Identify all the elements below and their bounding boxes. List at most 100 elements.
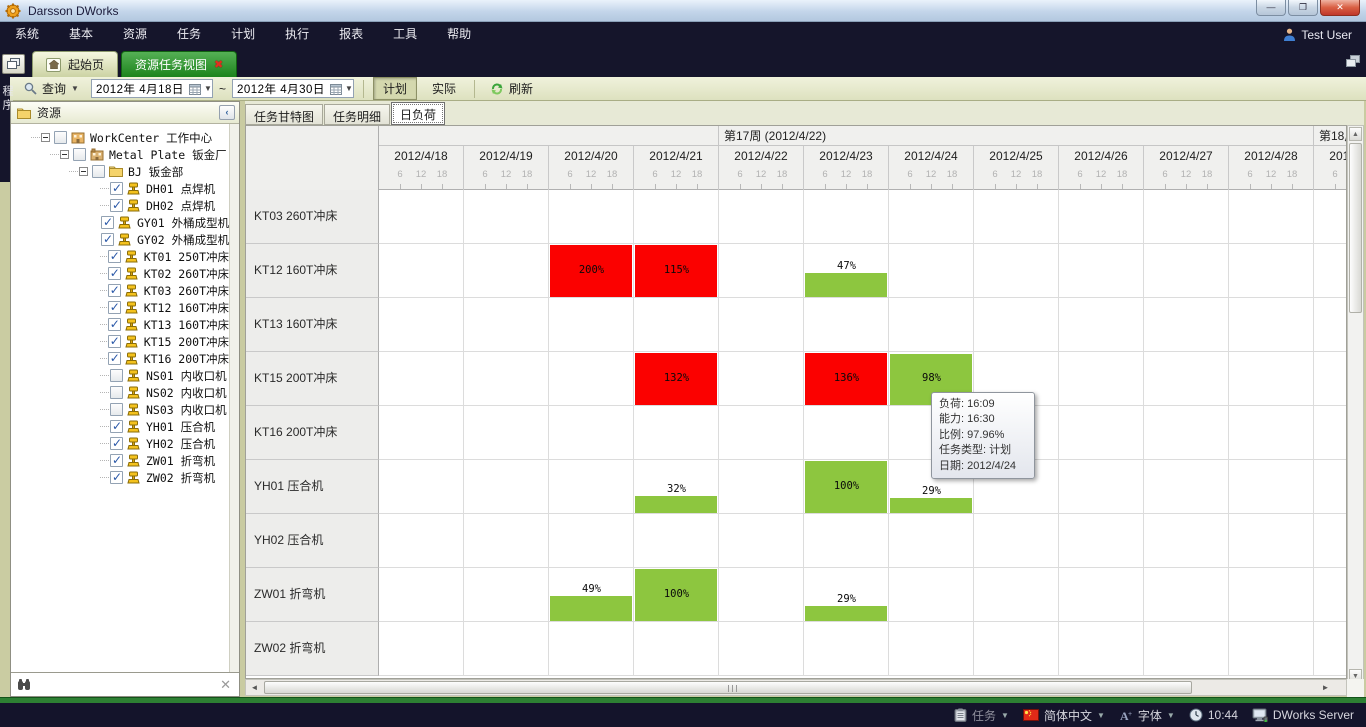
tree-node[interactable]: KT13 160T冲床: [11, 316, 229, 333]
query-button[interactable]: 查询 ▼: [18, 78, 85, 99]
tree-node[interactable]: GY01 外桶成型机: [11, 214, 229, 231]
tree-checkbox[interactable]: [110, 403, 123, 416]
tab-resource-task-view[interactable]: 资源任务视图 ✖: [121, 51, 238, 77]
tree-node[interactable]: BJ 钣金部: [11, 163, 229, 180]
view-tab-2[interactable]: 日负荷: [391, 102, 446, 125]
horizontal-scrollbar[interactable]: ◄ ►: [245, 679, 1347, 696]
tree-checkbox[interactable]: [107, 266, 121, 280]
actual-toggle-button[interactable]: 实际: [431, 82, 456, 96]
clear-search-icon[interactable]: ✕: [220, 676, 231, 692]
date-from-field[interactable]: 2012年 4月18日 ▼: [90, 79, 213, 98]
tree-checkbox[interactable]: [107, 317, 121, 331]
tree-checkbox[interactable]: [101, 215, 114, 229]
vertical-scrollbar[interactable]: ▲ ▼: [1347, 125, 1364, 685]
tree-node[interactable]: Metal Plate 钣金厂: [11, 146, 229, 163]
date-to-dropdown-icon[interactable]: ▼: [345, 84, 353, 93]
tree-checkbox[interactable]: [110, 386, 123, 399]
tree-checkbox[interactable]: [110, 198, 123, 212]
tree-checkbox[interactable]: [92, 165, 105, 178]
view-tab-1[interactable]: 任务明细: [324, 104, 391, 125]
tree-checkbox[interactable]: [110, 369, 123, 382]
tree-node[interactable]: WorkCenter 工作中心: [11, 129, 229, 146]
restore-button[interactable]: ❐: [1288, 0, 1318, 16]
tree-checkbox[interactable]: [73, 148, 86, 161]
load-bar[interactable]: [805, 353, 887, 405]
menu-item[interactable]: 执行: [285, 27, 310, 41]
load-bar[interactable]: [550, 245, 632, 297]
load-cell[interactable]: 100%: [634, 568, 719, 622]
tree-node[interactable]: KT16 200T冲床: [11, 350, 229, 367]
tree-node[interactable]: YH01 压合机: [11, 418, 229, 435]
tree-expander-icon[interactable]: [79, 167, 88, 176]
load-bar[interactable]: [550, 596, 632, 621]
scroll-up-icon[interactable]: ▲: [1349, 127, 1362, 141]
tree-node[interactable]: NS01 内收口机: [11, 367, 229, 384]
tree-checkbox[interactable]: [101, 232, 114, 246]
tree-node[interactable]: KT15 200T冲床: [11, 333, 229, 350]
menu-item[interactable]: 工具: [393, 27, 418, 41]
window-list-button[interactable]: [1346, 55, 1360, 68]
menu-item[interactable]: 报表: [339, 27, 364, 41]
load-bar[interactable]: [805, 606, 887, 621]
vertical-scroll-thumb[interactable]: [1349, 143, 1362, 313]
load-cell[interactable]: 200%: [549, 244, 634, 298]
menu-item[interactable]: 基本: [69, 27, 94, 41]
load-bar[interactable]: [635, 496, 717, 513]
load-bar[interactable]: [635, 353, 717, 405]
load-bar[interactable]: [805, 273, 887, 297]
tree-checkbox[interactable]: [107, 351, 121, 365]
user-indicator[interactable]: Test User: [1283, 22, 1352, 47]
plan-toggle-button[interactable]: 计划: [372, 77, 417, 100]
load-cell[interactable]: 29%: [889, 460, 974, 514]
tree-node[interactable]: DH01 点焊机: [11, 180, 229, 197]
tree-checkbox[interactable]: [107, 283, 121, 297]
tree-node[interactable]: ZW02 折弯机: [11, 469, 229, 486]
load-cell[interactable]: 32%: [634, 460, 719, 514]
tree-checkbox[interactable]: [110, 470, 123, 484]
menu-item[interactable]: 帮助: [447, 27, 472, 41]
tree-expander-icon[interactable]: [60, 150, 69, 159]
tree-expander-icon[interactable]: [41, 133, 50, 142]
status-item-clock[interactable]: 10:44: [1189, 708, 1238, 722]
calendar-icon[interactable]: [189, 83, 202, 95]
load-cell[interactable]: 47%: [804, 244, 889, 298]
panel-pin-button[interactable]: [2, 54, 25, 74]
tree-node[interactable]: NS02 内收口机: [11, 384, 229, 401]
scroll-right-icon[interactable]: ►: [1321, 683, 1330, 692]
tree-checkbox[interactable]: [107, 249, 121, 263]
tree-checkbox[interactable]: [110, 419, 123, 433]
query-dropdown-icon[interactable]: ▼: [71, 84, 79, 93]
tree-node[interactable]: KT01 250T冲床: [11, 248, 229, 265]
load-cell[interactable]: 132%: [634, 352, 719, 406]
load-cell[interactable]: 136%: [804, 352, 889, 406]
dropdown-caret-icon[interactable]: ▼: [1166, 710, 1175, 720]
tree-node[interactable]: YH02 压合机: [11, 435, 229, 452]
tree-checkbox[interactable]: [54, 131, 67, 144]
load-bar[interactable]: [890, 498, 972, 513]
menu-item[interactable]: 资源: [123, 27, 148, 41]
tree-checkbox[interactable]: [110, 436, 123, 450]
menu-item[interactable]: 任务: [177, 27, 202, 41]
load-bar[interactable]: [635, 245, 717, 297]
collapse-panel-button[interactable]: ‹: [219, 105, 235, 120]
horizontal-scroll-thumb[interactable]: [264, 681, 1192, 694]
tree-checkbox[interactable]: [107, 334, 121, 348]
tab-home[interactable]: 起始页: [32, 51, 119, 77]
date-to-field[interactable]: 2012年 4月30日 ▼: [231, 79, 354, 98]
dropdown-caret-icon[interactable]: ▼: [1096, 710, 1105, 720]
load-bar[interactable]: [805, 461, 887, 513]
scroll-left-icon[interactable]: ◄: [250, 683, 259, 692]
status-item-flag[interactable]: 简体中文 ▼: [1022, 707, 1105, 724]
tree-node[interactable]: GY02 外桶成型机: [11, 231, 229, 248]
tree-checkbox[interactable]: [107, 300, 121, 314]
minimize-button[interactable]: —: [1256, 0, 1286, 16]
tree-node[interactable]: KT02 260T冲床: [11, 265, 229, 282]
collapsed-panel-tab[interactable]: 程序: [0, 77, 13, 182]
tab-close-icon[interactable]: ✖: [214, 59, 224, 71]
view-tab-0[interactable]: 任务甘特图: [245, 104, 324, 125]
tree-node[interactable]: NS03 内收口机: [11, 401, 229, 418]
tree-search-bar[interactable]: ✕: [11, 672, 239, 696]
load-cell[interactable]: 49%: [549, 568, 634, 622]
tree-node[interactable]: DH02 点焊机: [11, 197, 229, 214]
dropdown-caret-icon[interactable]: ▼: [1001, 710, 1009, 720]
